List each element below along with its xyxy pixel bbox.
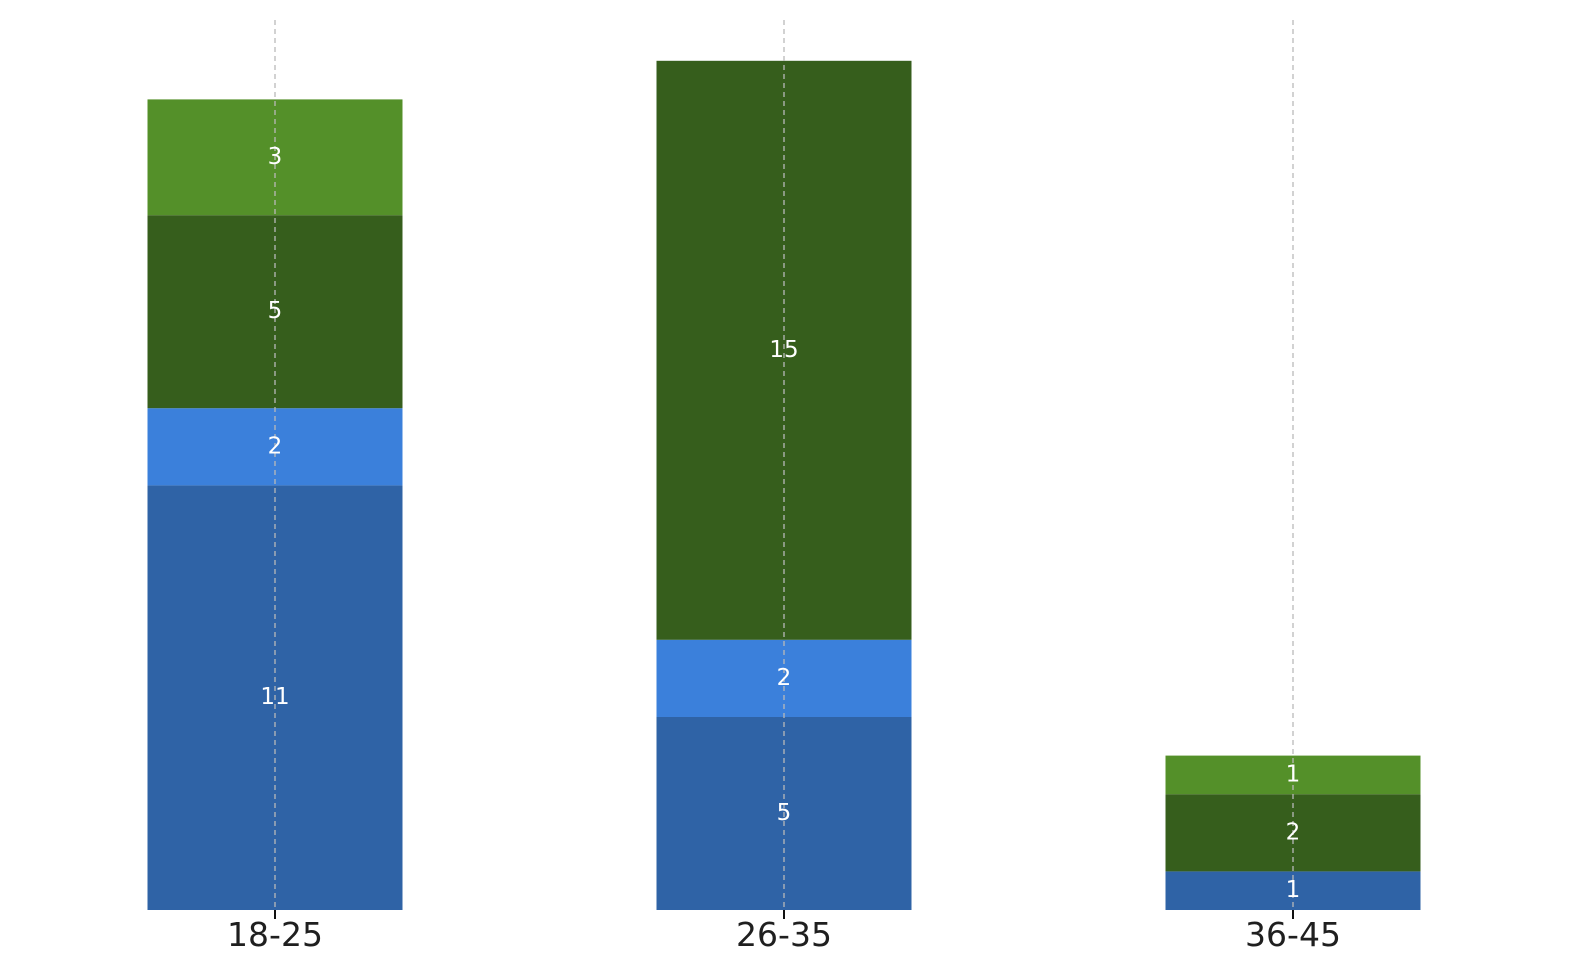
x-tick-label: 36-45 [1245,915,1341,954]
data-label: 2 [268,433,283,459]
x-tick-label: 18-25 [227,915,323,954]
data-label: 3 [268,144,283,170]
data-label: 2 [1286,819,1301,845]
data-label: 1 [1286,761,1301,787]
grid-layer [274,20,1294,910]
data-label: 2 [777,665,792,691]
data-label: 5 [268,298,283,324]
data-label: 5 [777,800,792,826]
x-axis: 18-25 26-35 36-45 [227,910,1341,954]
x-tick-label: 26-35 [736,915,832,954]
data-label: 15 [769,337,798,363]
labels-layer: 11 2 5 3 5 2 15 1 2 1 [260,144,1300,903]
data-label: 1 [1286,877,1301,903]
bars-layer [147,60,1421,910]
data-label: 11 [260,684,289,710]
